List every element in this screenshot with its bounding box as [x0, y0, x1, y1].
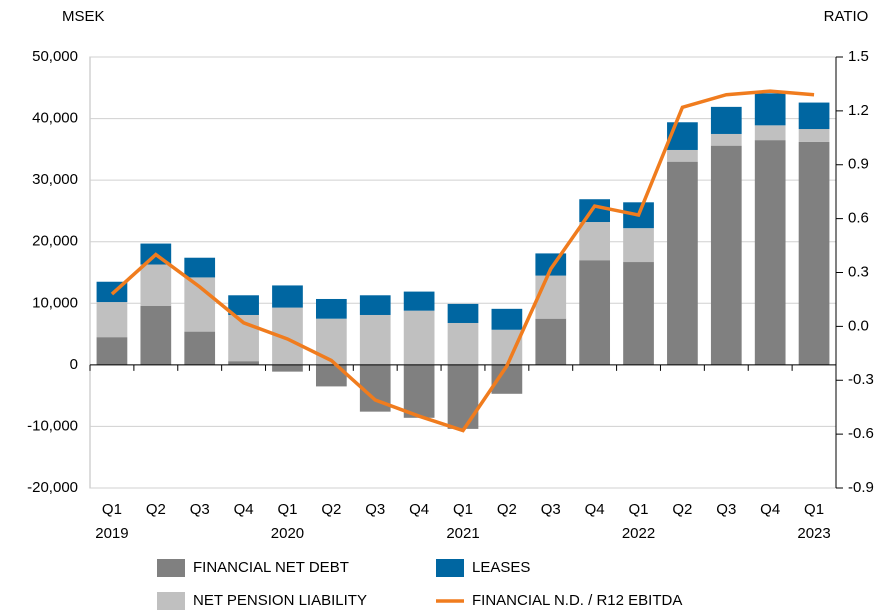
x-tick-label: Q4: [760, 501, 780, 518]
y-tick-label: 30,000: [32, 171, 78, 188]
bar-segment: [754, 140, 786, 365]
x-year-label: 2023: [797, 525, 830, 542]
x-tick-label: Q2: [497, 501, 517, 518]
bar-segment: [491, 308, 523, 330]
bar-segment: [272, 364, 303, 372]
x-tick-label: Q1: [102, 501, 122, 518]
bar-segment: [315, 318, 347, 365]
y2-tick-label: 0.6: [848, 210, 869, 227]
x-tick-label: Q3: [190, 501, 210, 518]
bar-segment: [710, 145, 742, 365]
bar-segment: [140, 305, 172, 365]
legend-swatch: [157, 559, 185, 577]
legend-swatch: [436, 559, 464, 577]
bar-segment: [798, 141, 830, 365]
x-tick-label: Q4: [409, 501, 429, 518]
ratio-line: [110, 89, 815, 433]
legend-label: FINANCIAL N.D. / R12 EBITDA: [472, 592, 682, 609]
x-tick-label: Q1: [804, 501, 824, 518]
bar-segment: [140, 264, 172, 306]
bar-segment: [403, 364, 435, 418]
x-tick-label: Q1: [453, 501, 473, 518]
bar-segment: [359, 314, 391, 365]
bar-segment: [710, 106, 742, 134]
bar-segment: [623, 262, 654, 365]
x-tick-label: Q2: [146, 501, 166, 518]
bar-segment: [315, 298, 347, 319]
bar-segment: [579, 222, 611, 261]
y2-tick-label: -0.3: [848, 371, 874, 388]
y2-tick-label: 0.0: [848, 317, 869, 334]
bar-segment: [491, 329, 523, 365]
x-tick-label: Q3: [365, 501, 385, 518]
y2-tick-label: 1.2: [848, 102, 869, 119]
bar-segment: [96, 337, 128, 365]
y2-tick-label: -0.9: [848, 479, 874, 496]
y-tick-label: 0: [70, 356, 78, 373]
bar-segment: [535, 318, 567, 365]
x-year-label: 2022: [622, 525, 655, 542]
bar-segment: [228, 361, 259, 365]
x-tick-label: Q3: [541, 501, 561, 518]
x-year-label: 2019: [95, 525, 128, 542]
bar-segment: [754, 93, 786, 126]
bar-segment: [623, 228, 654, 263]
y-tick-label: -10,000: [27, 417, 78, 434]
x-tick-label: Q4: [234, 501, 254, 518]
bar-segment: [754, 125, 786, 141]
legend-label: FINANCIAL NET DEBT: [193, 559, 349, 576]
y2-tick-label: 1.5: [848, 48, 869, 65]
x-year-label: 2020: [271, 525, 304, 542]
bar-segment: [667, 149, 698, 162]
x-tick-label: Q2: [321, 501, 341, 518]
bar-segment: [579, 260, 611, 365]
bar-segment: [315, 364, 347, 387]
bar-segment: [447, 322, 479, 365]
bar-segment: [798, 129, 830, 142]
y2-axis-label: RATIO: [824, 8, 869, 25]
bar-segment: [403, 291, 435, 311]
x-tick-label: Q3: [716, 501, 736, 518]
y-tick-label: 20,000: [32, 233, 78, 250]
x-year-label: 2021: [446, 525, 479, 542]
bar-segment: [96, 302, 128, 338]
x-tick-label: Q2: [672, 501, 692, 518]
y2-tick-label: 0.3: [848, 263, 869, 280]
legend-label: LEASES: [472, 559, 530, 576]
bar-segment: [272, 285, 303, 308]
x-tick-label: Q1: [629, 501, 649, 518]
bar-segment: [359, 295, 391, 315]
bar-segment: [798, 102, 830, 130]
bar-segment: [184, 257, 216, 278]
y2-tick-label: 0.9: [848, 156, 869, 173]
bar-segment: [228, 295, 259, 315]
y-tick-label: 40,000: [32, 110, 78, 127]
bar-segment: [667, 161, 698, 365]
y-axis-label: MSEK: [62, 8, 105, 25]
bar-segment: [710, 133, 742, 146]
bar-segment: [447, 303, 479, 323]
legend-swatch: [157, 592, 185, 610]
y2-tick-label: -0.6: [848, 425, 874, 442]
bar-segment: [447, 364, 479, 429]
y-tick-label: -20,000: [27, 479, 78, 496]
bar-segment: [184, 331, 216, 365]
y-tick-label: 10,000: [32, 294, 78, 311]
legend-label: NET PENSION LIABILITY: [193, 592, 367, 609]
bar-segment: [535, 275, 567, 319]
y-tick-label: 50,000: [32, 48, 78, 65]
x-tick-label: Q1: [277, 501, 297, 518]
x-tick-label: Q4: [585, 501, 605, 518]
bar-segment: [403, 310, 435, 365]
